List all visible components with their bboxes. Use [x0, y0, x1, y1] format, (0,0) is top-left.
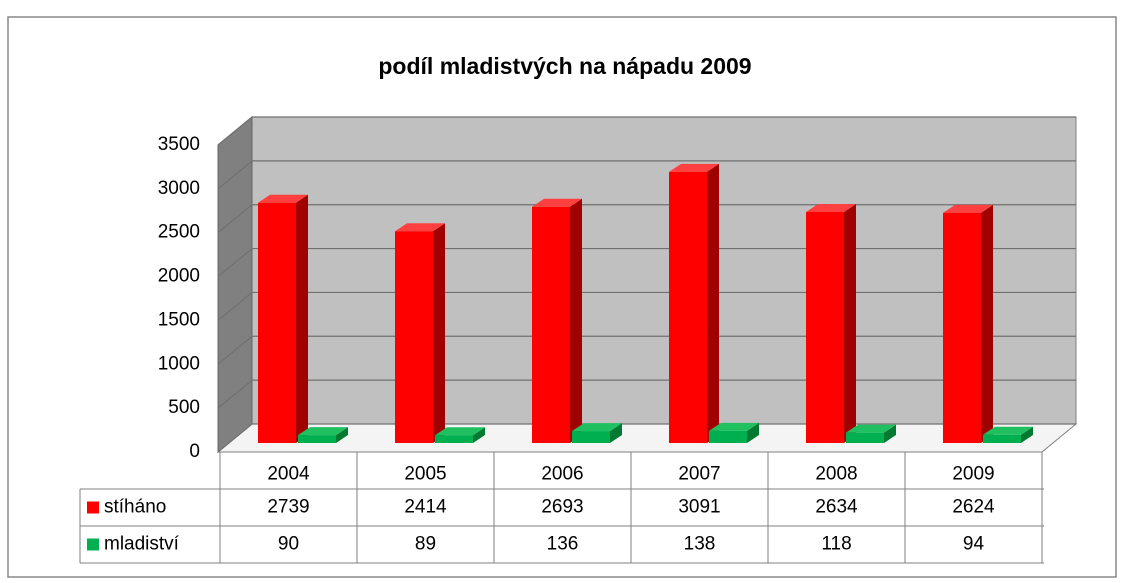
table-value: 2414 [404, 497, 447, 518]
data-table: stíháno 2739 2414 2693 3091 2634 2624 mladiství… [79, 452, 1044, 564]
grid-line [217, 291, 1076, 321]
x-tick-label: 2004 [267, 464, 310, 485]
table-value: 89 [415, 534, 436, 555]
legend-label: mladiství [104, 534, 180, 555]
bar-top [258, 194, 308, 203]
table-value: 118 [821, 534, 851, 555]
bar-front [806, 211, 844, 443]
bar-side [570, 198, 582, 443]
bar [983, 426, 1033, 443]
grid-line [217, 423, 1076, 453]
grid-line [217, 160, 1076, 190]
x-tick-label: 2007 [678, 464, 720, 485]
bar-top [395, 223, 445, 232]
x-tick-label: 2009 [952, 464, 994, 485]
bar-side [1021, 426, 1033, 443]
bar-top [983, 426, 1033, 435]
bar-side [981, 204, 993, 443]
bar-top [943, 204, 993, 213]
bar [395, 223, 445, 443]
bar-side [433, 223, 445, 443]
bar-front [943, 212, 981, 443]
table-value: 2693 [541, 497, 583, 518]
table-value: 90 [278, 534, 299, 555]
bar-front [435, 435, 473, 443]
bar [532, 198, 582, 443]
bar [572, 423, 622, 443]
bar-front [669, 171, 707, 444]
table-value: 136 [547, 534, 579, 555]
bar-side [707, 163, 719, 444]
bar-side [747, 422, 759, 443]
bar-side [296, 194, 308, 443]
bar-front [395, 231, 433, 443]
x-tick-label: 2008 [815, 464, 857, 485]
bar-top [298, 427, 348, 436]
bar-front [572, 431, 610, 443]
bar [806, 203, 856, 443]
table-value: 94 [963, 534, 985, 555]
bar [709, 422, 759, 443]
y-tick-label: 3500 [158, 134, 200, 155]
y-tick-label: 2000 [158, 266, 200, 287]
bar-side [844, 203, 856, 443]
bars [258, 163, 1033, 444]
table-value: 2739 [267, 497, 309, 518]
grid-line [217, 116, 1076, 146]
bar-front [298, 435, 336, 443]
bar [258, 194, 308, 443]
table-value: 2624 [952, 497, 995, 518]
bar-top [709, 422, 759, 431]
bar-front [532, 206, 570, 443]
legend-key [87, 538, 99, 551]
bar [435, 427, 485, 443]
y-tick-label: 0 [189, 441, 200, 462]
table-value: 138 [684, 534, 716, 555]
table-value: 3091 [678, 497, 720, 518]
x-tick-label: 2006 [541, 464, 583, 485]
bar-top [435, 427, 485, 436]
x-tick-label: 2005 [404, 464, 446, 485]
y-tick-label: 2500 [158, 222, 200, 243]
bar [298, 427, 348, 443]
bar-side [884, 424, 896, 443]
bar [943, 204, 993, 443]
legend-key [87, 501, 99, 514]
grid-line [217, 247, 1076, 278]
grid-line [217, 204, 1076, 234]
bar-front [709, 430, 747, 443]
y-tick-label: 3000 [158, 178, 200, 199]
bar-top [669, 163, 719, 172]
bar-front [983, 434, 1021, 443]
y-tick-label: 500 [168, 397, 200, 418]
bar [669, 163, 719, 444]
bar-top [806, 203, 856, 212]
bar-top [572, 423, 622, 432]
y-tick-label: 1500 [158, 309, 200, 330]
bar-side [336, 427, 348, 443]
chart-title: podíl mladistvých na nápadu 2009 [378, 53, 751, 79]
y-tick-label: 1000 [158, 353, 200, 374]
bar-front [846, 432, 884, 443]
grid-line [217, 335, 1076, 365]
bar-front [258, 202, 296, 443]
grid-line [217, 379, 1076, 409]
bar-top [846, 424, 896, 433]
legend-label: stíháno [104, 497, 166, 518]
bar-side [473, 427, 485, 443]
table-value: 2634 [815, 497, 858, 518]
grid [217, 116, 1076, 453]
bar-top [532, 198, 582, 207]
bar [846, 424, 896, 443]
bar-side [610, 423, 622, 443]
side-wall [217, 115, 253, 454]
